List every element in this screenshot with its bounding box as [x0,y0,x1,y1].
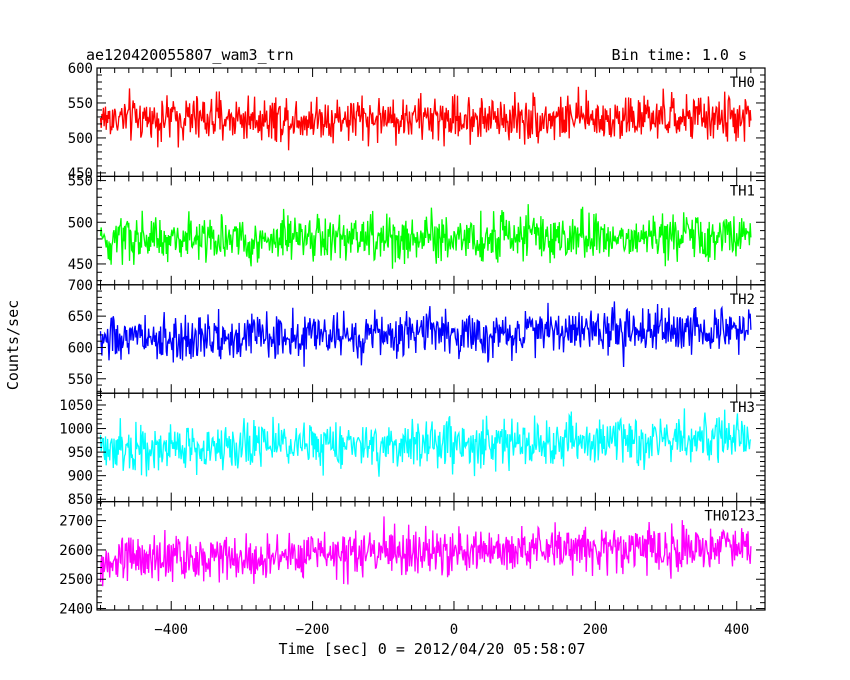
y-tick-label: 600 [68,61,93,77]
y-tick-label: 900 [68,469,93,485]
y-tick-label: 850 [68,492,93,508]
panel-th0: 450 500 550 600 TH0 [68,61,766,182]
y-tick-label: 1000 [59,422,93,438]
y-tick-label: 550 [68,372,93,388]
y-tick-label: 550 [68,174,93,190]
y-tick-label: 1050 [59,398,93,414]
x-tick-label: 400 [724,622,749,638]
y-tick-label: 450 [68,166,93,182]
panel-th0123: 2400 2500 2600 2700 TH0123 [59,501,766,618]
panel-label-th3: TH3 [730,400,755,416]
panel-th2: 550 600 650 700 TH2 [68,278,766,394]
x-tick-label: −200 [296,622,330,638]
x-tick-label: −400 [154,622,188,638]
panel-label-th1: TH1 [730,183,755,199]
panel-label-th0123: TH0123 [704,509,755,525]
x-tick-label: 200 [583,622,608,638]
series-line-th0123 [99,516,752,587]
y-tick-label: 2400 [59,602,93,618]
bin-time-label: Bin time: 1.0 s [612,46,747,64]
series-line-th2 [99,301,752,368]
series-line-th0 [99,86,752,151]
chart-title: ae120420055807_wam3_trn [86,46,294,64]
y-tick-label: 2600 [59,543,93,559]
x-tick-label: 0 [450,622,458,638]
panel-label-th2: TH2 [730,292,755,308]
panel-stack: 450 500 550 600 TH0 450 500 550 TH1 550 600 650 700 T… [59,61,766,638]
y-tick-label: 500 [68,131,93,147]
y-tick-label: 450 [68,257,93,273]
y-tick-label: 700 [68,278,93,294]
series-line-th3 [99,408,752,477]
y-axis-label: Counts/sec [4,300,22,390]
y-tick-label: 2500 [59,572,93,588]
y-tick-label: 950 [68,445,93,461]
y-tick-label: 600 [68,340,93,356]
series-line-th1 [99,204,752,269]
x-axis-label: Time [sec] 0 = 2012/04/20 05:58:07 [278,640,585,658]
panel-th3: 850 900 950 1000 1050 TH3 [59,392,766,508]
y-tick-label: 500 [68,215,93,231]
y-tick-label: 650 [68,309,93,325]
y-tick-label: 2700 [59,514,93,530]
panel-th1: 450 500 550 TH1 [68,174,766,286]
y-tick-label: 550 [68,96,93,112]
panel-label-th0: TH0 [730,75,755,91]
